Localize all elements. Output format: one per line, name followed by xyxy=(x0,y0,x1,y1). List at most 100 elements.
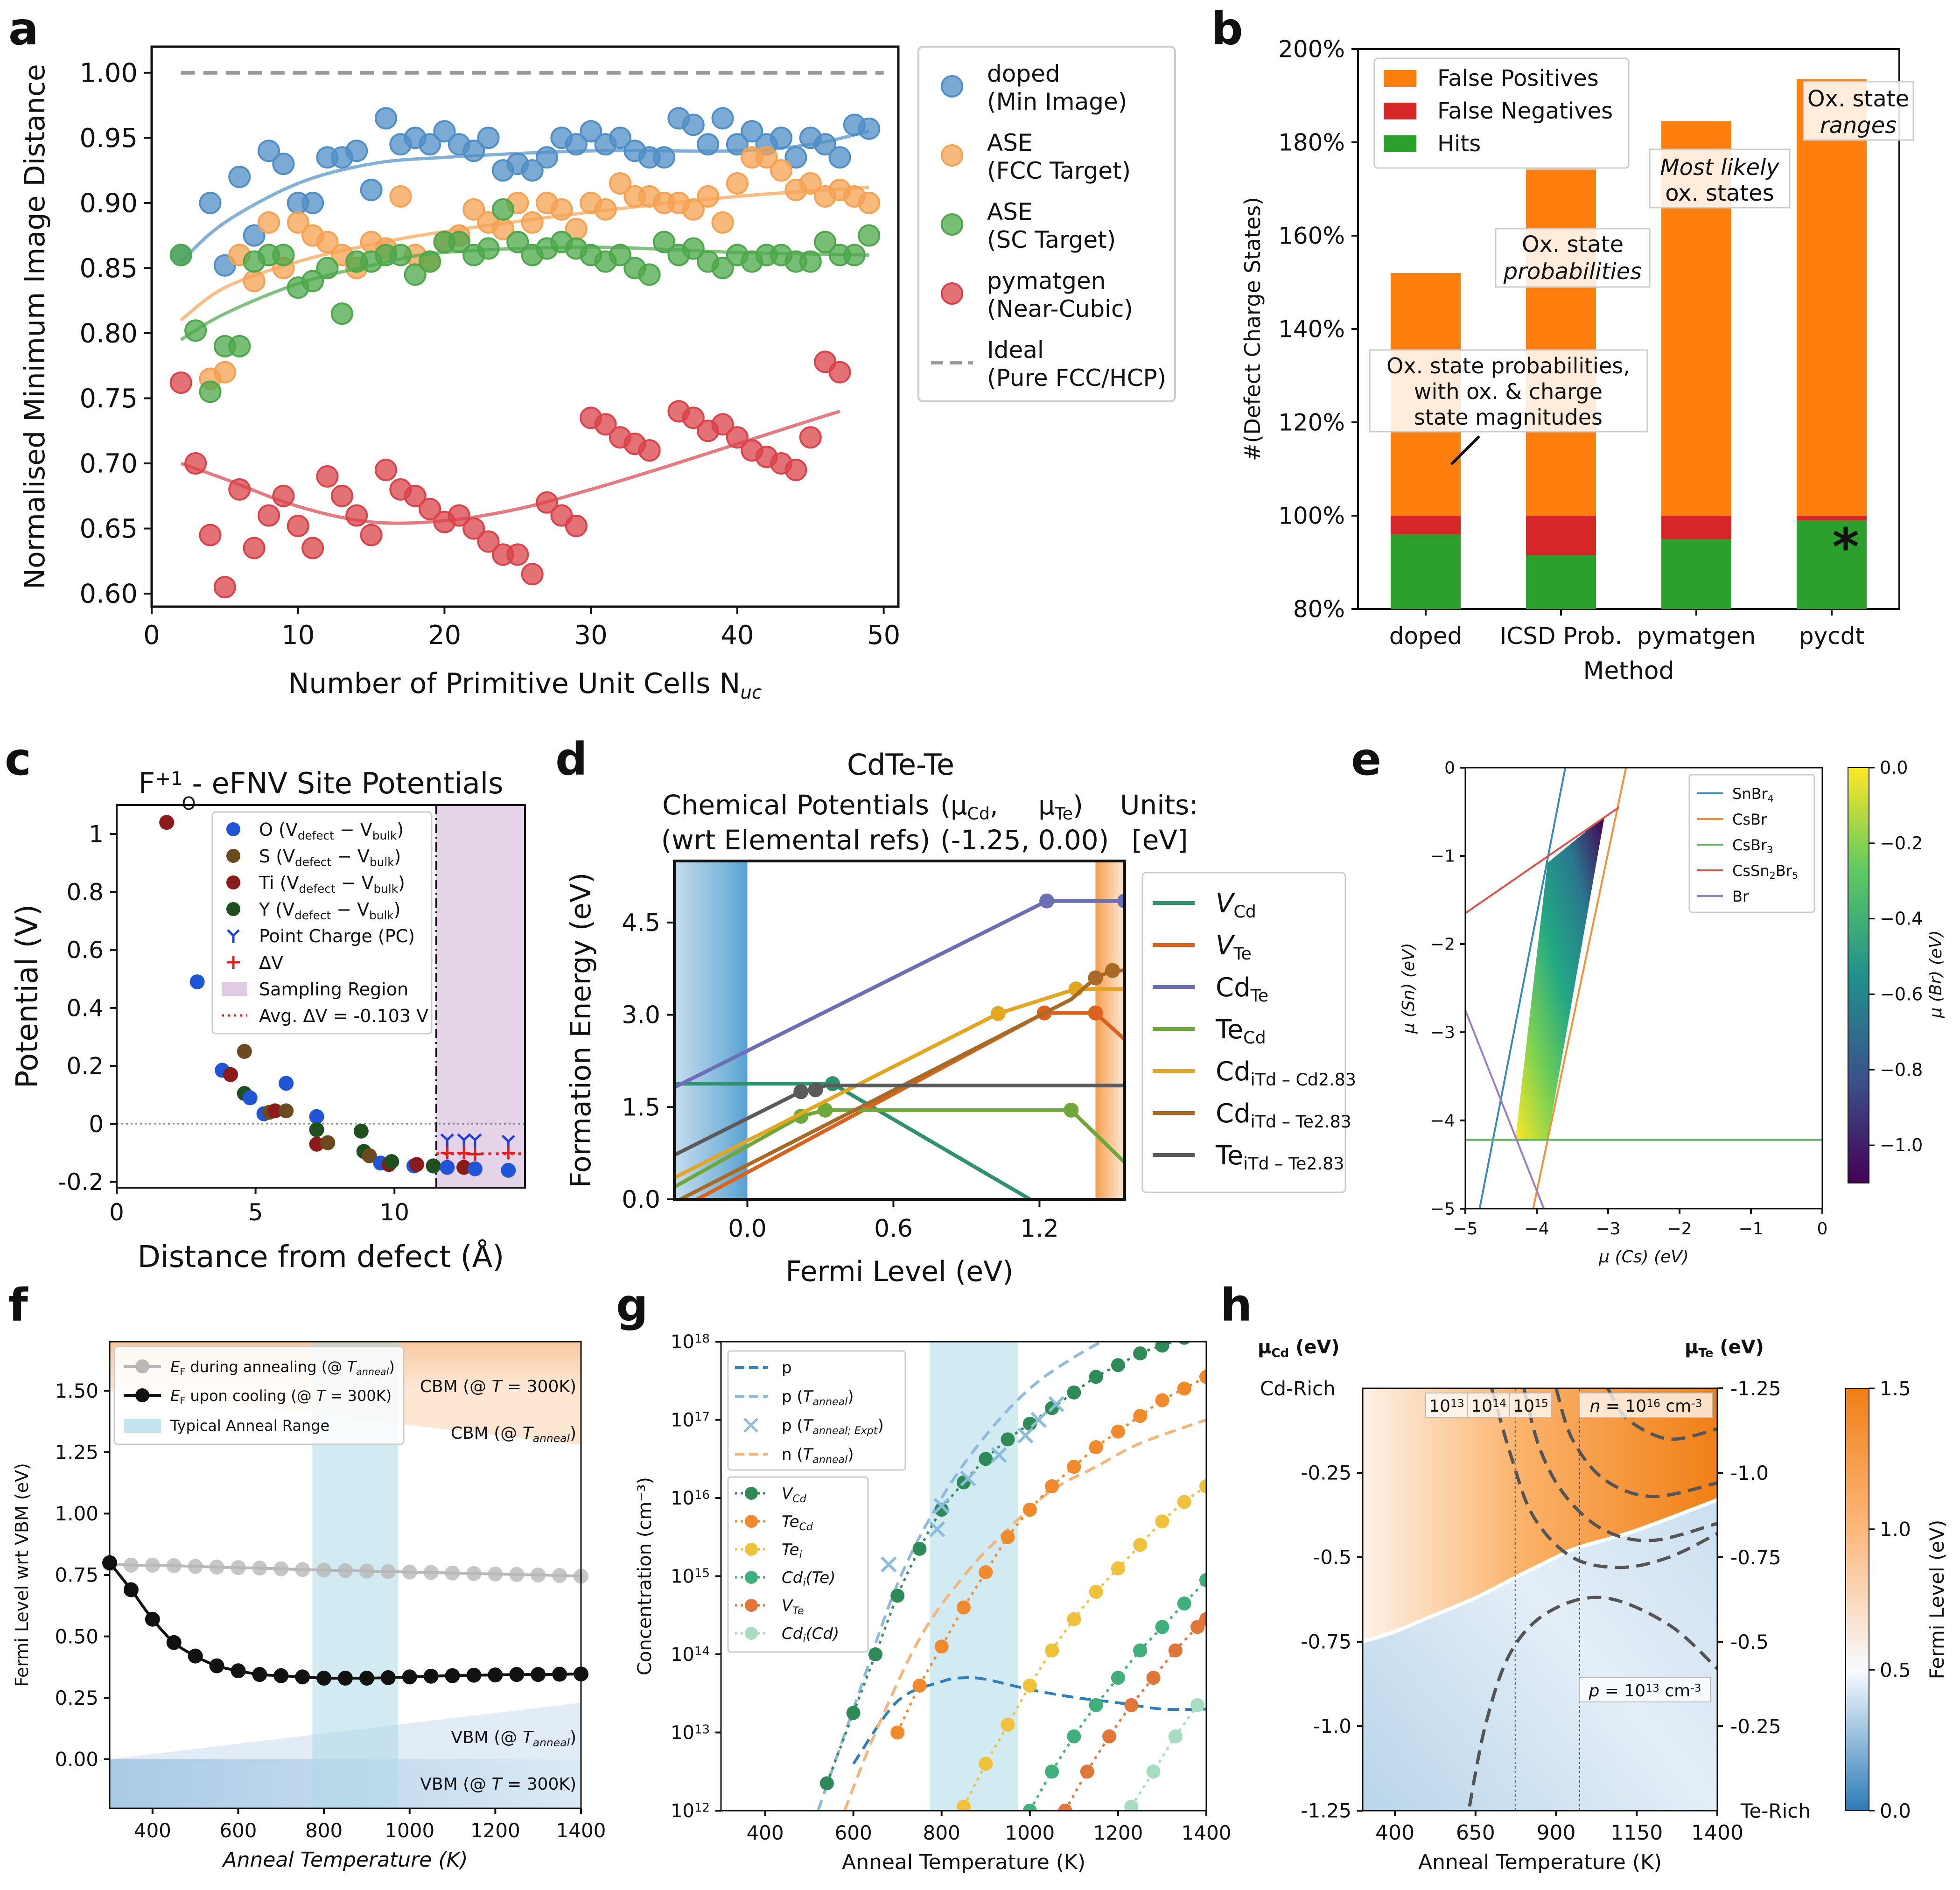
band-label: VBM (@ T = 300K) xyxy=(420,1775,576,1794)
annotation-box xyxy=(1803,81,1914,141)
transition-marker xyxy=(1105,963,1120,978)
data-point xyxy=(374,107,397,130)
text-part: Te xyxy=(1215,1015,1243,1045)
text-part: V xyxy=(1216,931,1235,961)
legend-label: S (Vdefect − Vbulk) xyxy=(259,846,401,869)
data-point xyxy=(330,484,353,507)
defect-point xyxy=(1155,1514,1169,1529)
legend-label: Ti (Vdefect − Vbulk) xyxy=(259,873,405,896)
defect-point xyxy=(846,1706,861,1720)
contour-label: p = 1013 cm-3 xyxy=(1588,1681,1701,1701)
text-part: ranges xyxy=(1820,112,1897,139)
data-point xyxy=(506,231,529,253)
text-part: F xyxy=(180,1395,185,1406)
data-point xyxy=(199,191,222,214)
annotation-text: state magnitudes xyxy=(1414,405,1603,430)
defect-point xyxy=(1067,1460,1081,1474)
data-point xyxy=(828,146,851,169)
x-tick-label: 1200 xyxy=(1093,1821,1143,1844)
defect-point xyxy=(1146,1764,1161,1779)
point-charge-marker xyxy=(468,1133,482,1148)
legend-label: CsBr3 xyxy=(1732,836,1773,855)
text-part: anneal xyxy=(356,1366,389,1377)
text-part: Cd xyxy=(967,804,990,824)
y-tick-label: 1016 xyxy=(671,1488,710,1509)
defect-point xyxy=(1199,1479,1206,1493)
units-text: Units: xyxy=(1120,789,1198,821)
text-part: p xyxy=(782,1358,792,1377)
transition-marker xyxy=(793,1084,809,1099)
data-point xyxy=(682,113,705,136)
data-point xyxy=(301,270,324,293)
text-part: , xyxy=(990,791,998,821)
te-rich-label: Te-Rich xyxy=(1740,1799,1811,1822)
data-point xyxy=(213,361,236,384)
text-part: = 300K) xyxy=(502,1775,576,1794)
defect-line xyxy=(1130,1704,1199,1807)
text-part: T xyxy=(492,1775,504,1794)
legend-label: Br xyxy=(1732,888,1749,905)
text-part: Td xyxy=(1255,1070,1276,1090)
text-part: (eV) xyxy=(1713,1337,1764,1358)
legend-label: Cdi(Te) xyxy=(782,1568,835,1589)
chart-title: F+1 - eFNV Site Potentials xyxy=(139,766,504,800)
text-part: p xyxy=(1588,1681,1599,1701)
legend-label: Tei xyxy=(782,1540,803,1561)
text-part: 16 xyxy=(694,1488,710,1502)
text-part: T xyxy=(523,1424,534,1443)
fermi-point xyxy=(445,1565,460,1581)
contour-label-box xyxy=(1425,1393,1468,1418)
text-part: Number of Primitive Unit Cells N xyxy=(288,667,740,700)
legend-label: Cdi(Cd) xyxy=(782,1624,839,1645)
data-point xyxy=(316,231,339,253)
legend-label: VCd xyxy=(782,1484,807,1505)
colorbar-tick-label: −0.2 xyxy=(1880,833,1923,854)
data-point xyxy=(697,133,720,156)
text-part: − V xyxy=(336,873,374,893)
defect-point xyxy=(1045,1479,1059,1493)
colorbar-tick-label: 1.5 xyxy=(1880,1377,1911,1400)
legend-marker xyxy=(135,1359,149,1373)
data-point xyxy=(799,172,822,195)
site-S xyxy=(362,1148,377,1163)
data-point xyxy=(784,146,807,169)
colorbar-tick-label: −0.6 xyxy=(1880,984,1923,1004)
panel-label-a: a xyxy=(8,3,39,55)
text-part: 10 xyxy=(671,1800,694,1822)
legend-marker xyxy=(745,1571,758,1584)
fermi-point xyxy=(552,1568,567,1583)
contour-label-box xyxy=(1579,1677,1711,1702)
colorbar-bar xyxy=(1845,1388,1869,1811)
text-part: S (V xyxy=(259,846,295,867)
y-tick-label: 1 xyxy=(89,821,104,848)
legend-box xyxy=(917,46,1176,402)
transition-marker xyxy=(1117,893,1125,909)
heatmap-orange xyxy=(1363,1388,1717,1642)
text-part: bulk xyxy=(372,829,397,842)
data-point xyxy=(580,120,602,143)
text-part: T xyxy=(803,1416,814,1435)
defect-point xyxy=(1177,1495,1191,1509)
data-point xyxy=(448,231,470,253)
y-tick-label: 80% xyxy=(1293,596,1345,623)
text-part: V xyxy=(782,1484,794,1503)
x-tick-label: −1 xyxy=(1738,1219,1763,1239)
mu-header: μTe) xyxy=(1038,791,1083,824)
site-O xyxy=(440,1160,455,1175)
legend-swatch xyxy=(1384,103,1416,119)
defect-point xyxy=(1001,1530,1015,1544)
text-part: VBM (@ xyxy=(451,1728,522,1747)
text-part: uc xyxy=(740,682,762,703)
fermi-point xyxy=(466,1667,482,1683)
legend-label: SnBr4 xyxy=(1732,785,1774,804)
cbm-band xyxy=(1095,861,1125,1199)
text-part: Te xyxy=(1233,944,1251,964)
colorbar: 0.0 −0.2 −0.4 −0.6 −0.8 −1.0 μ (Br) (eV) xyxy=(1848,757,1946,1183)
colorbar-label: μ (Br) (eV) xyxy=(1926,930,1946,1018)
legend-label: Typical Anneal Range xyxy=(170,1417,329,1435)
y-tick-label: -0.2 xyxy=(58,1169,104,1196)
carrier-line xyxy=(817,1342,1105,1811)
fermi-point xyxy=(380,1670,396,1685)
annotation-text: ranges xyxy=(1820,112,1897,139)
bar-hits xyxy=(1797,520,1867,609)
